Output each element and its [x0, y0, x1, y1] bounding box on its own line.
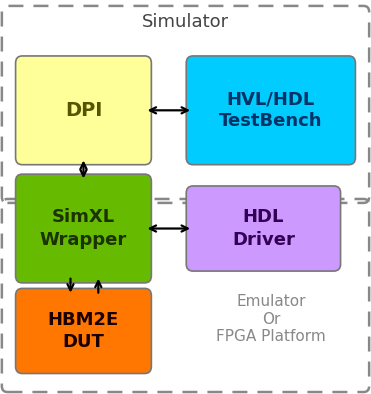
Text: SimXL
Wrapper: SimXL Wrapper [40, 208, 127, 249]
FancyArrowPatch shape [68, 279, 73, 290]
FancyBboxPatch shape [186, 56, 355, 165]
FancyArrowPatch shape [150, 225, 188, 232]
Text: HVL/HDL
TestBench: HVL/HDL TestBench [219, 90, 322, 130]
FancyArrowPatch shape [95, 281, 101, 293]
FancyBboxPatch shape [186, 186, 341, 271]
FancyBboxPatch shape [16, 56, 151, 165]
FancyBboxPatch shape [16, 174, 151, 283]
FancyArrowPatch shape [81, 163, 86, 176]
FancyArrowPatch shape [150, 107, 188, 113]
Text: Simulator: Simulator [142, 13, 229, 31]
FancyBboxPatch shape [16, 288, 151, 374]
Text: Emulator
Or
FPGA Platform: Emulator Or FPGA Platform [216, 294, 326, 344]
Text: HBM2E
DUT: HBM2E DUT [48, 311, 119, 351]
Text: HDL
Driver: HDL Driver [232, 208, 295, 249]
Text: DPI: DPI [65, 101, 102, 120]
